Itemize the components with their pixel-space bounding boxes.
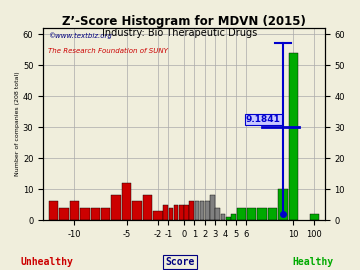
Text: Score: Score (165, 257, 195, 267)
Bar (237, 208, 246, 220)
Bar (210, 195, 215, 220)
Bar (189, 201, 194, 220)
Title: Z’-Score Histogram for MDVN (2015): Z’-Score Histogram for MDVN (2015) (62, 15, 306, 28)
Bar (278, 189, 288, 220)
Text: Unhealthy: Unhealthy (21, 257, 73, 267)
Bar (168, 208, 173, 220)
Bar (91, 208, 100, 220)
Bar (122, 183, 131, 220)
Bar (174, 205, 179, 220)
Bar (49, 201, 58, 220)
Bar (205, 201, 210, 220)
Bar (101, 208, 111, 220)
Bar (268, 208, 277, 220)
Bar (179, 205, 184, 220)
Bar (59, 208, 69, 220)
Y-axis label: Number of companies (208 total): Number of companies (208 total) (15, 72, 20, 176)
Bar (163, 205, 168, 220)
Bar (112, 195, 121, 220)
Text: Industry: Bio Therapeutic Drugs: Industry: Bio Therapeutic Drugs (102, 28, 258, 38)
Bar (247, 208, 256, 220)
Bar (221, 214, 225, 220)
Bar (143, 195, 152, 220)
Text: The Research Foundation of SUNY: The Research Foundation of SUNY (48, 48, 168, 54)
Text: Healthy: Healthy (293, 257, 334, 267)
Bar (226, 217, 230, 220)
Bar (153, 211, 162, 220)
Bar (194, 201, 199, 220)
Bar (70, 201, 79, 220)
Bar (289, 53, 298, 220)
Bar (80, 208, 90, 220)
Bar (231, 214, 236, 220)
Text: ©www.textbiz.org: ©www.textbiz.org (48, 33, 112, 39)
Bar (310, 214, 319, 220)
Bar (200, 201, 204, 220)
Bar (215, 208, 220, 220)
Text: 9.1841: 9.1841 (246, 115, 281, 124)
Bar (184, 205, 189, 220)
Bar (132, 201, 141, 220)
Bar (257, 208, 267, 220)
